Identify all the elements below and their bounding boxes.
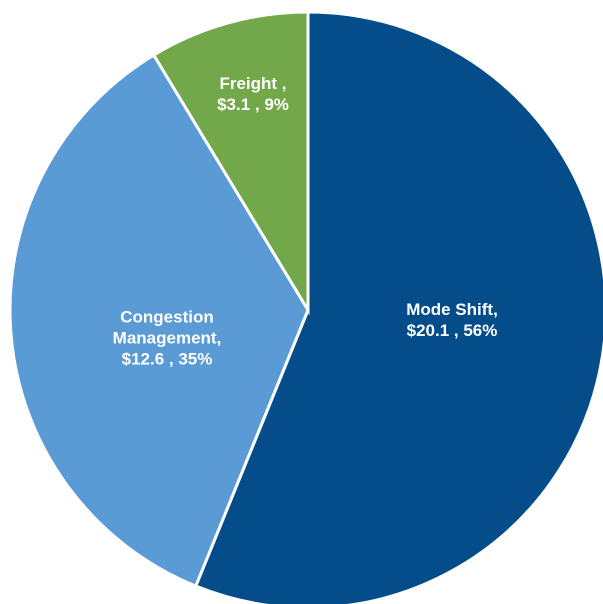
- slice-label: Freight , $3.1 , 9%: [193, 73, 313, 115]
- pie-slice: [193, 10, 603, 604]
- category-label: Freight ,: [219, 74, 287, 93]
- category-label: Congestion Management,: [112, 307, 222, 348]
- pie-slice: [151, 10, 310, 316]
- value-label: $20.1 , 56%: [406, 321, 498, 340]
- slice-label: Mode Shift, $20.1 , 56%: [377, 299, 527, 341]
- category-label: Mode Shift,: [406, 300, 498, 319]
- slice-label: Congestion Management, $12.6 , 35%: [72, 307, 262, 370]
- value-label: $3.1 , 9%: [217, 95, 289, 114]
- value-label: $12.6 , 35%: [121, 349, 213, 369]
